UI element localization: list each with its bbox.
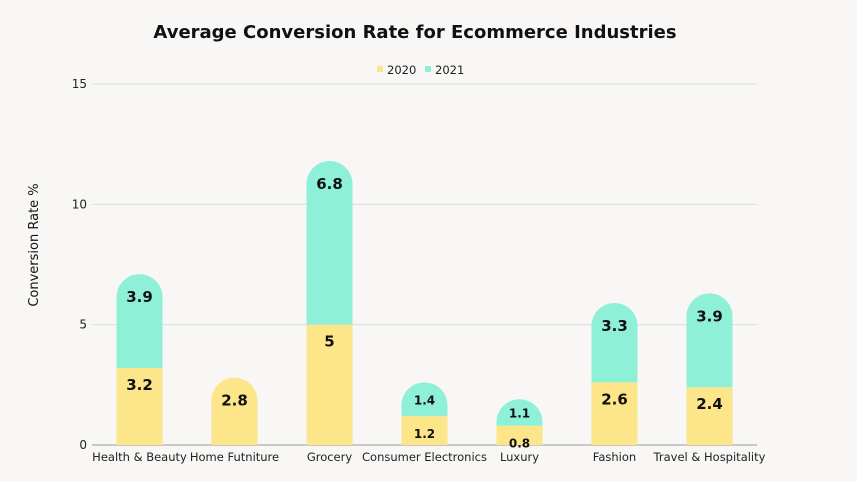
x-tick-label: Consumer Electronics [362, 450, 487, 464]
legend-label: 2021 [435, 63, 464, 77]
bar-2021 [401, 382, 448, 417]
bar-2020 [591, 382, 638, 445]
legend: 2020 2021 [377, 63, 464, 77]
bar-2021 [591, 303, 638, 383]
bar-2020 [211, 377, 258, 445]
data-label: 3.9 [126, 288, 153, 306]
chart-title: Average Conversion Rate for Ecommerce In… [153, 22, 676, 43]
bars: 3.2 3.9 2.8 5 6.8 1.2 1.4 0.8 1.1 2.6 3.3 2.4 3.9 [116, 161, 733, 451]
x-tick-label: Grocery [307, 450, 353, 464]
x-tick-label: Health & Beauty [92, 450, 187, 464]
data-label: 2.8 [221, 392, 248, 410]
bar-2021 [686, 293, 733, 388]
bar-2020 [116, 367, 163, 445]
bar-2021 [116, 274, 163, 368]
data-label: 3.9 [696, 307, 723, 325]
data-label: 3.2 [126, 376, 153, 394]
data-label: 1.2 [414, 427, 435, 441]
gridlines: 0 5 10 15 [72, 77, 757, 452]
y-tick-label: 5 [79, 318, 87, 332]
bar-2020 [306, 324, 353, 445]
x-tick-label: Home Futniture [190, 450, 279, 464]
y-tick-label: 0 [79, 438, 87, 452]
data-label: 6.8 [316, 175, 343, 193]
legend-swatch [425, 66, 431, 72]
x-tick-label: Fashion [593, 450, 636, 464]
bar-2021 [306, 161, 353, 325]
data-label: 1.1 [509, 407, 530, 421]
y-tick-label: 15 [72, 77, 87, 91]
x-tick-labels: Health & Beauty Home Futniture Grocery Cons… [92, 450, 765, 464]
data-label: 1.4 [414, 393, 435, 407]
bar-2020 [496, 425, 543, 445]
bar-2020 [401, 416, 448, 445]
data-label: 5 [324, 333, 334, 351]
data-label: 0.8 [509, 437, 530, 451]
y-tick-label: 10 [72, 197, 87, 211]
data-label: 2.6 [601, 390, 628, 408]
data-label: 3.3 [601, 317, 628, 335]
bar-2021 [496, 399, 543, 426]
legend-swatch [377, 66, 383, 72]
y-axis-label: Conversion Rate % [27, 183, 42, 306]
x-tick-label: Luxury [500, 450, 539, 464]
bar-2020 [686, 387, 733, 445]
legend-label: 2020 [387, 63, 416, 77]
x-tick-label: Travel & Hospitality [653, 450, 766, 464]
data-label: 2.4 [696, 395, 723, 413]
